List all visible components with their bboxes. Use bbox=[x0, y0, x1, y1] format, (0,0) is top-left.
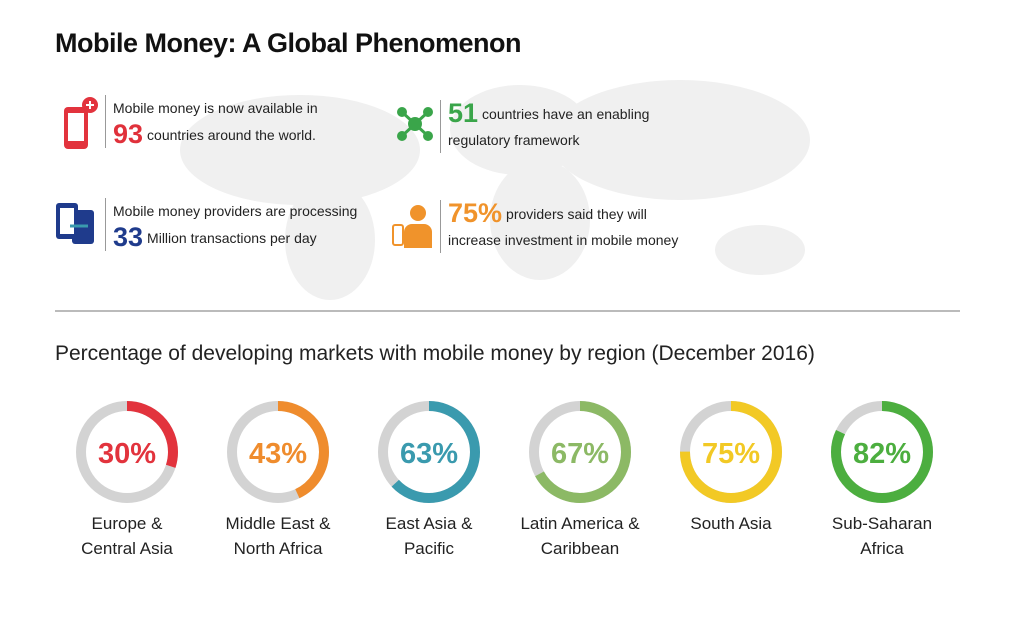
icon-network bbox=[397, 107, 433, 141]
category-label: Middle East & bbox=[226, 514, 332, 533]
category-label: Central Asia bbox=[81, 539, 173, 558]
fact-text: Mobile money providers are processing bbox=[113, 203, 358, 219]
donut-arc bbox=[76, 401, 178, 503]
donut-arc bbox=[680, 401, 782, 503]
donut-arc bbox=[831, 401, 933, 503]
value-label: 82% bbox=[853, 438, 911, 470]
category-label: East Asia & bbox=[386, 514, 474, 533]
category-label: North Africa bbox=[234, 539, 323, 558]
value-label: 67% bbox=[551, 438, 609, 470]
fact-text: increase investment in mobile money bbox=[448, 232, 679, 248]
fact-text: regulatory framework bbox=[448, 132, 580, 148]
fact-text: countries have an enabling bbox=[482, 106, 650, 122]
value-label: 75% bbox=[702, 438, 760, 470]
category-label: Africa bbox=[860, 539, 904, 558]
fact: Mobile money providers are processing 33… bbox=[105, 198, 357, 251]
fact-text: Million transactions per day bbox=[147, 230, 317, 246]
donut-arc bbox=[529, 401, 631, 503]
fact: 51 countries have an enabling regulatory … bbox=[440, 100, 649, 153]
fact-text: Mobile money is now available in bbox=[113, 100, 318, 116]
value-label: 63% bbox=[400, 438, 458, 470]
value-label: 43% bbox=[249, 438, 307, 470]
donut-arc bbox=[227, 401, 329, 503]
page-title: Mobile Money: A Global Phenomenon bbox=[55, 28, 522, 58]
category-label: South Asia bbox=[690, 514, 772, 533]
donut-arc bbox=[378, 401, 480, 503]
icon-phones-transfer bbox=[56, 203, 94, 244]
fact-number: 93 bbox=[113, 119, 144, 149]
world-map bbox=[180, 80, 810, 300]
fact-number: 33 bbox=[113, 222, 144, 252]
value-label: 30% bbox=[98, 438, 156, 470]
category-label: Pacific bbox=[404, 539, 455, 558]
category-label: Europe & bbox=[92, 514, 164, 533]
chart-title: Percentage of developing markets with mo… bbox=[55, 342, 815, 365]
fact-text: providers said they will bbox=[506, 206, 647, 222]
fact-text: countries around the world. bbox=[147, 127, 316, 143]
category-label: Sub-Saharan bbox=[832, 514, 932, 533]
icon-person-phone bbox=[392, 205, 432, 248]
category-label: Caribbean bbox=[541, 539, 619, 558]
fact-number: 51 bbox=[448, 98, 479, 128]
fact-number: 75% bbox=[448, 198, 503, 228]
donut-chart: 30% Europe & Central Asia 43% Middle East & N… bbox=[76, 401, 933, 558]
icon-phone-plus bbox=[64, 97, 98, 149]
fact: Mobile money is now available in 93 count… bbox=[105, 95, 318, 148]
category-label: Latin America & bbox=[520, 514, 640, 533]
fact: 75% providers said they will increase inv… bbox=[440, 200, 678, 253]
